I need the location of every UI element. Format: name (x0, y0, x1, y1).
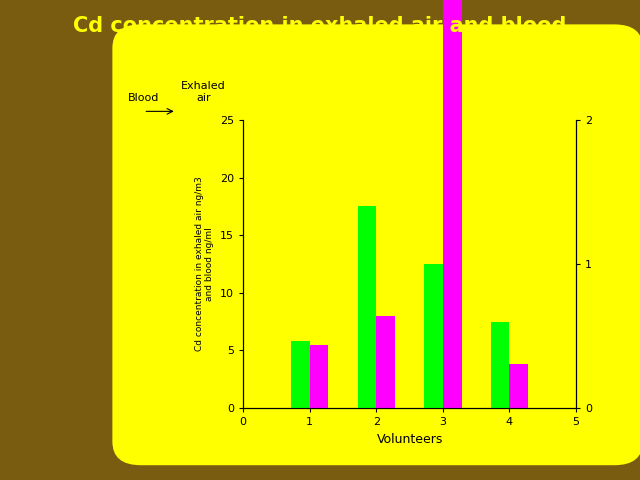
Bar (376, 316, 395, 408)
Bar (491, 322, 509, 408)
Bar (443, 0, 461, 408)
Text: Blood: Blood (127, 93, 159, 103)
Text: Cd concentration in exhaled air and blood: Cd concentration in exhaled air and bloo… (74, 16, 566, 36)
Text: for 4 volunteers: for 4 volunteers (225, 40, 415, 60)
Bar (310, 345, 328, 408)
X-axis label: Volunteers: Volunteers (376, 432, 443, 445)
Bar (509, 364, 528, 408)
Text: Exhaled
air: Exhaled air (181, 81, 226, 103)
Y-axis label: Cd concentration in exhaled air ng/m3
and blood ng/ml: Cd concentration in exhaled air ng/m3 an… (195, 177, 214, 351)
FancyBboxPatch shape (113, 24, 640, 465)
Bar (358, 206, 376, 408)
Bar (424, 264, 443, 408)
Bar (291, 341, 310, 408)
